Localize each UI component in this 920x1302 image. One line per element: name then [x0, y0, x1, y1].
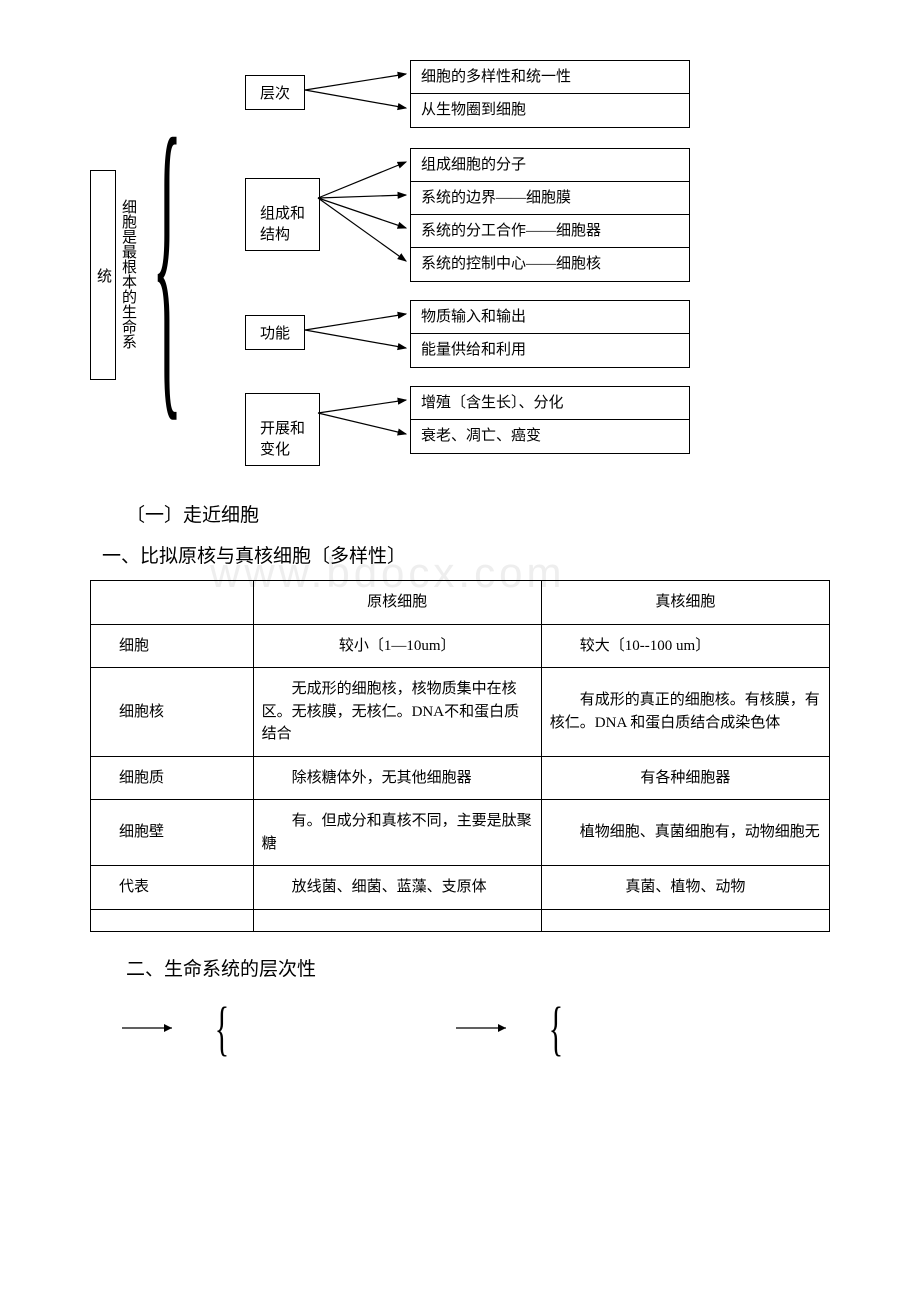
leaf-energy: 能量供给和利用	[410, 333, 690, 368]
section-2-heading: 二、生命系统的层次性	[126, 954, 830, 981]
hierarchy-diagram: 统 细胞是最根本的生命系 { 层次 细胞的多样性和统一性 从生物圈到细胞 组成和…	[90, 60, 830, 470]
table-row: 代表 放线菌、细菌、蓝藻、支原体 真菌、植物、动物	[91, 866, 830, 910]
table-row: 细胞壁 有。但成分和真核不同，主要是肽聚糖 植物细胞、真菌细胞有，动物细胞无	[91, 800, 830, 866]
section-1-heading: 〔一〕走近细胞	[126, 500, 830, 527]
th-prokaryote: 原核细胞	[253, 581, 541, 625]
branch-levels: 层次	[245, 75, 305, 110]
table-header-row: 原核细胞 真核细胞	[91, 581, 830, 625]
table-row-empty	[91, 909, 830, 931]
table-row: 细胞 较小〔1—10um〕 较大〔10--100 um〕	[91, 624, 830, 668]
leaf-aging: 衰老、凋亡、癌变	[410, 419, 690, 454]
th-eukaryote: 真核细胞	[541, 581, 829, 625]
comparison-table: 原核细胞 真核细胞 细胞 较小〔1—10um〕 较大〔10--100 um〕 细…	[90, 580, 830, 932]
leaf-nucleus: 系统的控制中心——细胞核	[410, 247, 690, 282]
root-text: 细胞是最根本的生命系	[118, 176, 136, 371]
root-prefix: 统	[95, 268, 111, 283]
leaf-organelle: 系统的分工合作——细胞器	[410, 214, 690, 249]
branch-structure: 组成和 结构	[245, 178, 320, 251]
bottom-flow: { {	[120, 999, 830, 1057]
leaf-membrane: 系统的边界——细胞膜	[410, 181, 690, 216]
branch-development: 开展和 变化	[245, 393, 320, 466]
leaf-biosphere: 从生物圈到细胞	[410, 93, 690, 128]
brace-icon: {	[549, 993, 563, 1063]
brace-icon: {	[215, 993, 229, 1063]
arrow-icon	[120, 1020, 180, 1036]
leaf-diversity: 细胞的多样性和统一性	[410, 60, 690, 95]
subheading-1: 一、比拟原核与真核细胞〔多样性〕	[102, 541, 830, 568]
root-box: 统	[90, 170, 116, 380]
arrow-icon	[454, 1020, 514, 1036]
leaf-io: 物质输入和输出	[410, 300, 690, 335]
main-brace: {	[152, 89, 182, 431]
branch-function: 功能	[245, 315, 305, 350]
th-blank	[91, 581, 254, 625]
table-row: 细胞质 除核糖体外，无其他细胞器 有各种细胞器	[91, 756, 830, 800]
table-row: 细胞核 无成形的细胞核，核物质集中在核区。无核膜，无核仁。DNA不和蛋白质结合 …	[91, 668, 830, 757]
leaf-molecules: 组成细胞的分子	[410, 148, 690, 183]
leaf-proliferation: 增殖〔含生长〕、分化	[410, 386, 690, 421]
